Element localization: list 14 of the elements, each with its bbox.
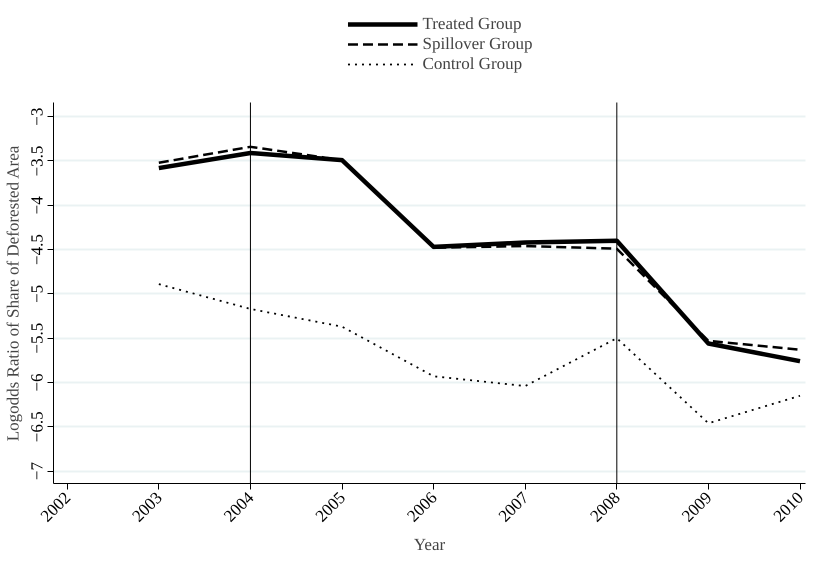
y-tick-label: −3.5 <box>28 146 46 176</box>
x-axis-title: Year <box>414 535 446 554</box>
y-tick-label: −7 <box>28 462 46 480</box>
y-tick-label: −3 <box>28 108 46 126</box>
legend-label: Spillover Group <box>422 34 533 54</box>
y-tick-label: −6 <box>28 373 46 392</box>
legend-label: Control Group <box>422 54 522 74</box>
y-tick-label: −6.5 <box>28 411 46 442</box>
y-tick-label: −4 <box>28 196 46 214</box>
y-tick-label: −4.5 <box>28 234 46 265</box>
legend-label: Treated Group <box>422 14 522 34</box>
y-axis-title: Logodds Ratio of Share of Deforested Area <box>4 145 22 442</box>
y-tick-label: −5.5 <box>28 322 46 354</box>
y-tick-label: −5 <box>28 284 46 303</box>
